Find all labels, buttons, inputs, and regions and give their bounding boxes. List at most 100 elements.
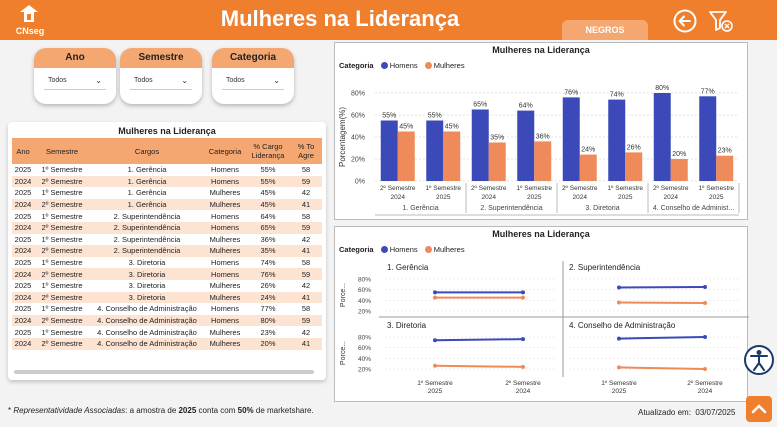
table-row[interactable]: 2024 2º Semestre 4. Conselho de Administra… — [12, 314, 322, 327]
back-button[interactable] — [673, 9, 697, 33]
y-tick-label: 60% — [358, 287, 371, 294]
col-cargos[interactable]: Cargos — [90, 138, 204, 164]
chevron-down-icon: ⌄ — [95, 76, 102, 85]
table-row[interactable]: 2025 1º Semestre 2. Superintendência Homens… — [12, 210, 322, 222]
filter-ano-label: Ano — [34, 48, 116, 68]
bar-data-label: 20% — [672, 151, 686, 158]
table-row[interactable]: 2024 2º Semestre 2. Superintendência Mulher… — [12, 245, 322, 257]
horizontal-scrollbar[interactable] — [14, 370, 314, 374]
table-row[interactable]: 2024 2º Semestre 3. Diretoria Mulheres 24% 41 — [12, 291, 322, 304]
table-row[interactable]: 2024 2º Semestre 3. Diretoria Homens 76% 59 — [12, 268, 322, 280]
table-cell: Homens — [204, 221, 246, 234]
table-cell: 3. Diretoria — [90, 291, 204, 304]
table-cell: 3. Diretoria — [128, 281, 166, 291]
y-tick-label: 80% — [358, 277, 371, 284]
table-cell: 59 — [290, 268, 322, 280]
table-cell: 55% — [260, 165, 276, 175]
table-row[interactable]: 2025 1º Semestre 2. Superintendência Mulher… — [12, 234, 322, 246]
filter-categoria-select[interactable]: Todos ⌄ — [222, 72, 284, 90]
group-label: 3. Diretoria — [585, 205, 619, 212]
table-row[interactable]: 2025 1º Semestre 4. Conselho de Administra… — [12, 326, 322, 338]
series-line-mulheres — [618, 366, 706, 370]
tab-negros[interactable]: NEGROS — [562, 20, 648, 40]
y-axis-label: Porcentagem(%) — [338, 107, 347, 167]
scroll-top-button[interactable] — [746, 396, 772, 422]
filter-ano-select[interactable]: Todos ⌄ — [44, 72, 106, 90]
table-cell: 80% — [246, 314, 290, 327]
logo-icon — [20, 5, 38, 22]
legend-homens[interactable]: Homens — [389, 245, 418, 254]
y-tick-label: 40% — [358, 298, 371, 305]
table-cell: 2024 — [12, 245, 34, 257]
col-semestre[interactable]: Semestre — [34, 138, 90, 164]
filter-semestre: Semestre Todos ⌄ — [120, 48, 202, 104]
x-tick-label: 1º Semestre — [698, 185, 734, 192]
col-ano[interactable]: Ano — [12, 138, 34, 164]
filter-semestre-value: Todos — [134, 77, 153, 84]
table-cell: 24% — [246, 291, 290, 304]
bar-homens — [380, 120, 398, 181]
filter-semestre-select[interactable]: Todos ⌄ — [130, 72, 192, 90]
table-cell: 1º Semestre — [41, 234, 83, 244]
table-cell: 23% — [260, 327, 276, 337]
header-bar: CNseg Mulheres na Liderança NEGROS — [0, 0, 777, 40]
table-cell: Mulheres — [204, 337, 246, 350]
bar-data-label: 76% — [564, 89, 578, 96]
x-tick-label: 2024 — [516, 388, 531, 395]
table-row[interactable]: 2025 1º Semestre 3. Diretoria Mulheres 26% 42 — [12, 280, 322, 292]
y-tick-label: 40% — [358, 356, 371, 363]
legend-mulheres[interactable]: Mulheres — [433, 245, 465, 254]
table-cell: Mulheres — [204, 291, 246, 304]
bar-chart-card: Mulheres na Liderança Categoria Homens M… — [334, 42, 748, 220]
table-row[interactable]: 2024 2º Semestre 4. Conselho de Administra… — [12, 337, 322, 350]
filter-categoria: Categoria Todos ⌄ — [212, 48, 294, 104]
table-row[interactable]: 2025 1º Semestre 1. Gerência Homens 55% 58 — [12, 164, 322, 176]
table-row[interactable]: 2024 2º Semestre 1. Gerência Homens 55% 59 — [12, 175, 322, 188]
table-cell: 2025 — [14, 234, 32, 244]
bar-chart-legend: Categoria Homens Mulheres — [339, 61, 465, 70]
table-cell: Mulheres — [209, 234, 241, 244]
table-cell: 2025 — [14, 188, 32, 198]
col-pct-total[interactable]: % To Agre — [290, 138, 322, 164]
x-tick-label: 2024 — [664, 194, 679, 201]
y-tick-label: 60% — [358, 345, 371, 352]
y-axis-label: Porce... — [340, 283, 347, 307]
table-cell: 3. Diretoria — [128, 258, 166, 268]
bar-mulheres — [443, 131, 461, 181]
bar-data-label: 77% — [701, 88, 715, 95]
table-row[interactable]: 2024 2º Semestre 2. Superintendência Homens… — [12, 221, 322, 234]
leadership-table-card: Mulheres na Liderança Ano Semestre Cargo… — [8, 122, 326, 380]
table-row[interactable]: 2025 1º Semestre 4. Conselho de Administra… — [12, 303, 322, 315]
table-row[interactable]: 2025 1º Semestre 3. Diretoria Homens 74% 58 — [12, 257, 322, 269]
filter-ano: Ano Todos ⌄ — [34, 48, 116, 104]
x-tick-label: 2º Semestre — [687, 380, 723, 387]
table-row[interactable]: 2025 1º Semestre 1. Gerência Mulheres 45% 42 — [12, 187, 322, 199]
table-cell: 2º Semestre — [34, 314, 90, 327]
series-line-mulheres — [618, 301, 706, 304]
col-categoria[interactable]: Categoria — [204, 138, 246, 164]
table-cell: Homens — [204, 314, 246, 327]
panel-title: 3. Diretoria — [387, 321, 427, 330]
note-year: 2025 — [178, 406, 197, 415]
table-cell: 41 — [290, 337, 322, 350]
table-cell: 2º Semestre — [34, 245, 90, 257]
table-cell: Homens — [204, 268, 246, 280]
table-cell: 2. Superintendência — [90, 221, 204, 234]
series-point — [521, 290, 525, 295]
bar-data-label: 64% — [519, 103, 533, 110]
table-cell: 59 — [290, 175, 322, 188]
clear-filters-button[interactable] — [708, 9, 733, 33]
table-cell: 45% — [246, 198, 290, 211]
x-tick-label: 2024 — [482, 194, 497, 201]
table-cell: 4. Conselho de Administração — [90, 314, 204, 327]
bar-data-label: 45% — [445, 124, 459, 131]
legend-homens[interactable]: Homens — [389, 61, 418, 70]
accessibility-button[interactable] — [743, 344, 775, 376]
leadership-table: Ano Semestre Cargos Categoria % Cargo Li… — [12, 138, 322, 350]
table-cell: 42 — [301, 327, 311, 337]
col-pct-cargo[interactable]: % Cargo Liderança — [246, 138, 290, 164]
table-cell: 35% — [246, 245, 290, 257]
legend-mulheres[interactable]: Mulheres — [433, 61, 465, 70]
filter-ano-value: Todos — [48, 77, 67, 84]
table-row[interactable]: 2024 2º Semestre 1. Gerência Mulheres 45% 41 — [12, 198, 322, 211]
